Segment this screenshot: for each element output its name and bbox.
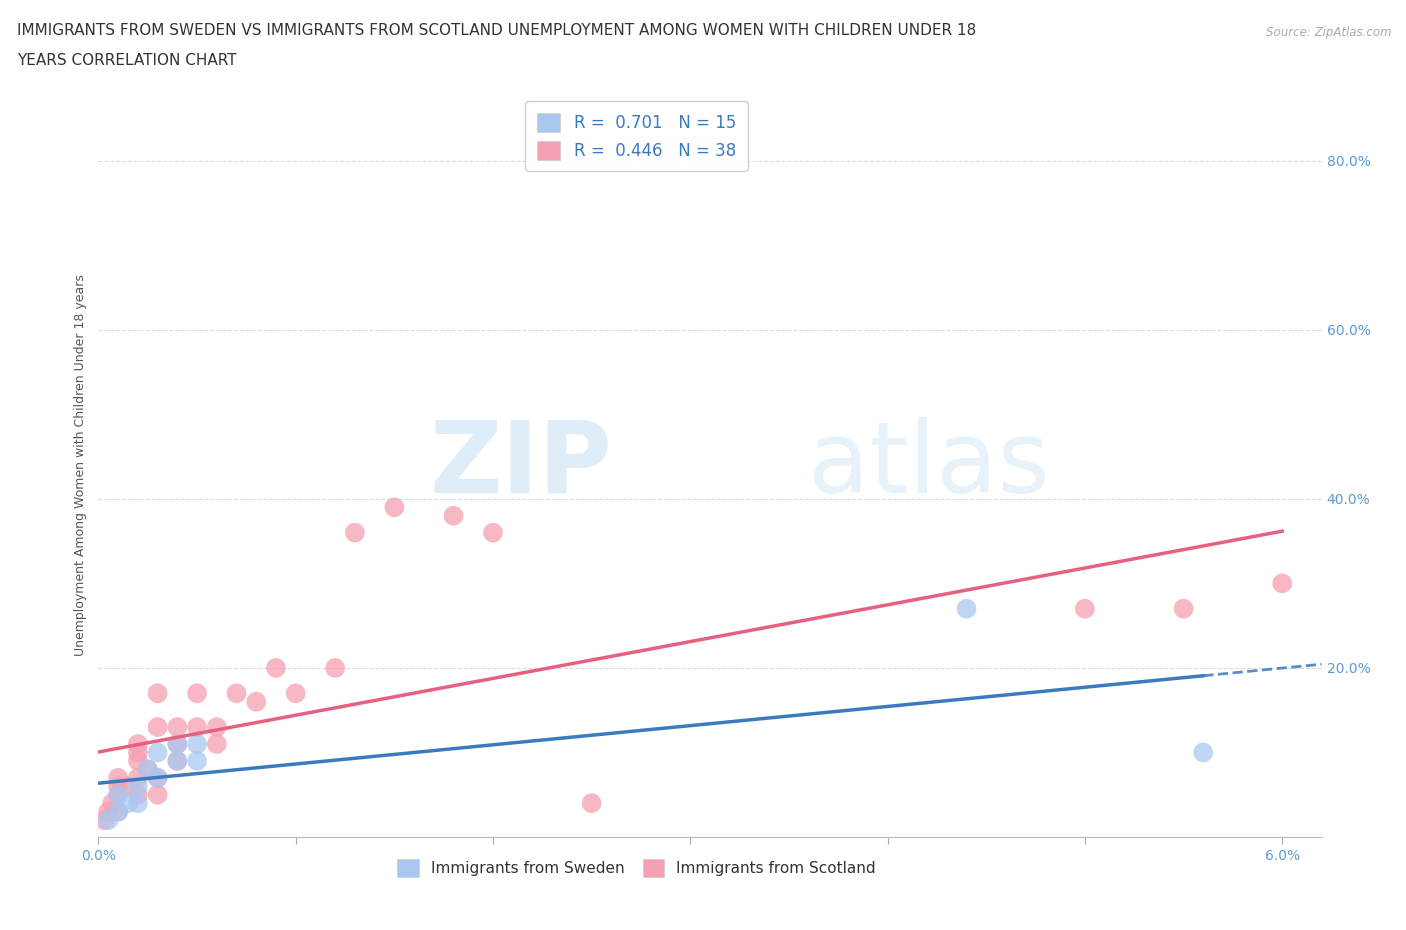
Point	[107, 788, 129, 803]
Point	[146, 770, 169, 785]
Point	[146, 788, 169, 803]
Point	[136, 762, 159, 777]
Point	[136, 762, 159, 777]
Text: YEARS CORRELATION CHART: YEARS CORRELATION CHART	[17, 53, 236, 68]
Point	[225, 685, 247, 700]
Point	[186, 753, 208, 768]
Text: ZIP: ZIP	[429, 417, 612, 513]
Legend: Immigrants from Sweden, Immigrants from Scotland: Immigrants from Sweden, Immigrants from …	[391, 853, 882, 883]
Point	[581, 796, 603, 811]
Point	[166, 737, 188, 751]
Point	[343, 525, 366, 540]
Point	[186, 737, 208, 751]
Point	[1271, 576, 1294, 591]
Point	[264, 660, 287, 675]
Text: atlas: atlas	[808, 417, 1049, 513]
Point	[1074, 602, 1097, 617]
Point	[127, 770, 149, 785]
Point	[97, 813, 120, 828]
Point	[97, 804, 120, 819]
Point	[166, 753, 188, 768]
Text: Source: ZipAtlas.com: Source: ZipAtlas.com	[1267, 26, 1392, 39]
Text: IMMIGRANTS FROM SWEDEN VS IMMIGRANTS FROM SCOTLAND UNEMPLOYMENT AMONG WOMEN WITH: IMMIGRANTS FROM SWEDEN VS IMMIGRANTS FRO…	[17, 23, 976, 38]
Point	[127, 778, 149, 793]
Point	[482, 525, 505, 540]
Point	[146, 770, 169, 785]
Point	[127, 753, 149, 768]
Point	[107, 778, 129, 793]
Point	[107, 804, 129, 819]
Point	[1173, 602, 1195, 617]
Point	[284, 685, 307, 700]
Point	[186, 720, 208, 735]
Point	[107, 788, 129, 803]
Point	[186, 685, 208, 700]
Point	[166, 737, 188, 751]
Point	[205, 737, 228, 751]
Point	[127, 788, 149, 803]
Point	[127, 737, 149, 751]
Point	[117, 778, 139, 793]
Point	[955, 602, 977, 617]
Point	[245, 695, 267, 710]
Point	[443, 509, 465, 524]
Point	[166, 720, 188, 735]
Point	[117, 796, 139, 811]
Point	[166, 753, 188, 768]
Point	[146, 720, 169, 735]
Point	[146, 745, 169, 760]
Point	[1192, 745, 1215, 760]
Point	[205, 720, 228, 735]
Point	[127, 796, 149, 811]
Point	[107, 770, 129, 785]
Point	[382, 499, 405, 514]
Point	[146, 685, 169, 700]
Point	[127, 745, 149, 760]
Point	[93, 813, 115, 828]
Point	[107, 804, 129, 819]
Point	[101, 796, 124, 811]
Point	[323, 660, 346, 675]
Y-axis label: Unemployment Among Women with Children Under 18 years: Unemployment Among Women with Children U…	[75, 274, 87, 656]
